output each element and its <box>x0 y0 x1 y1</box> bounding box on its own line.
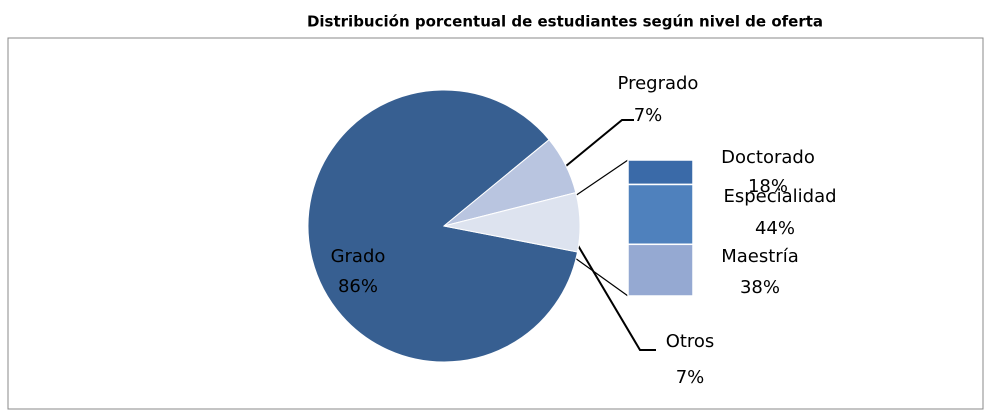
bar-segment <box>627 159 694 186</box>
slice-label: Otros <box>666 331 715 352</box>
slice-label: Grado <box>331 246 386 267</box>
slice-value-label: 7% <box>676 367 705 388</box>
bar-connector <box>574 257 629 297</box>
segment-value-label: 44% <box>755 218 795 239</box>
leader-line <box>565 119 634 167</box>
bar-segment <box>627 243 694 297</box>
slice-value-label: 86% <box>338 276 378 297</box>
pie-slice <box>307 89 579 363</box>
slice-label: Pregrado <box>618 73 699 94</box>
segment-label: Doctorado <box>721 147 815 168</box>
chart-border <box>7 37 984 410</box>
chart-title: Distribución porcentual de estudiantes s… <box>307 13 823 31</box>
bar-segment <box>627 183 694 246</box>
segment-value-label: 18% <box>748 176 788 197</box>
segment-label: Especialidad <box>723 186 836 207</box>
segment-value-label: 38% <box>740 277 780 298</box>
pie-slice <box>443 192 581 253</box>
leader-line <box>569 231 656 351</box>
connectors <box>565 119 656 351</box>
segment-label: Maestría <box>721 246 799 267</box>
bar-connector <box>574 159 629 197</box>
slice-value-label: 7% <box>634 105 663 126</box>
